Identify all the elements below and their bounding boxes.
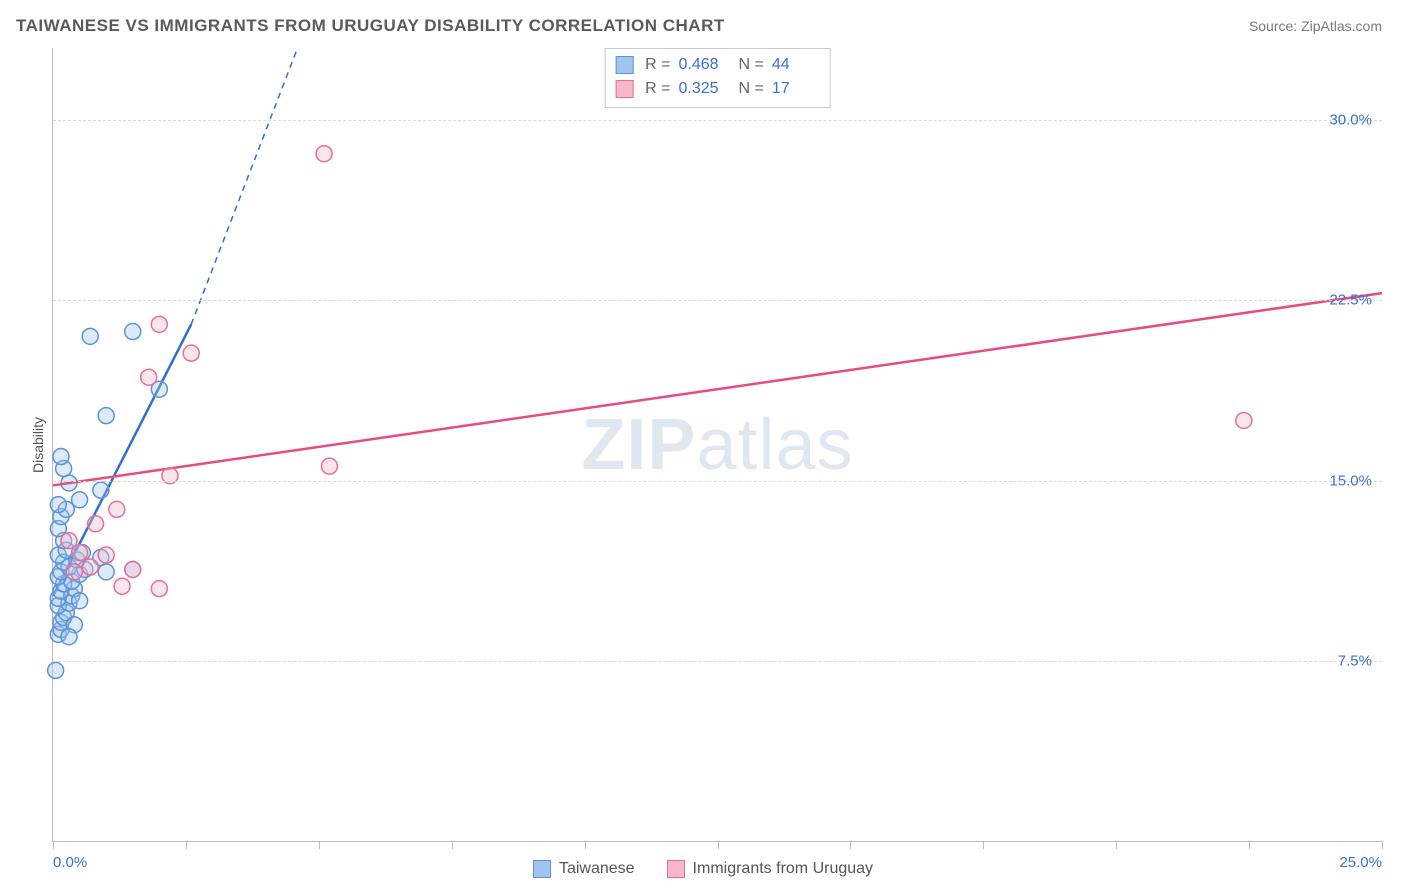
data-point-uruguay (151, 581, 167, 597)
data-point-taiwanese (72, 593, 88, 609)
trend-line-dash-taiwanese (191, 48, 297, 324)
data-point-uruguay (183, 345, 199, 361)
swatch-icon (615, 56, 633, 74)
data-point-uruguay (66, 564, 82, 580)
data-point-taiwanese (48, 662, 64, 678)
x-tick (718, 841, 719, 849)
data-point-uruguay (1236, 412, 1252, 428)
x-tick (53, 841, 54, 849)
data-point-uruguay (125, 561, 141, 577)
source-label: Source: ZipAtlas.com (1249, 18, 1382, 34)
data-point-taiwanese (53, 449, 69, 465)
data-point-uruguay (82, 559, 98, 575)
data-point-taiwanese (82, 328, 98, 344)
x-tick (1249, 841, 1250, 849)
data-point-taiwanese (93, 482, 109, 498)
legend-label: Immigrants from Uruguay (693, 860, 874, 878)
x-tick (850, 841, 851, 849)
stat-n-label: N = (739, 77, 764, 101)
legend-item-taiwanese: Taiwanese (533, 860, 635, 878)
gridline (53, 481, 1382, 482)
data-point-taiwanese (72, 492, 88, 508)
y-axis-label: Disability (30, 417, 46, 473)
stats-legend: R = 0.468 N = 44 R = 0.325 N = 17 (604, 48, 831, 108)
legend-item-uruguay: Immigrants from Uruguay (667, 860, 874, 878)
stats-row-taiwanese: R = 0.468 N = 44 (615, 53, 820, 77)
gridline (53, 120, 1382, 121)
data-point-taiwanese (50, 497, 66, 513)
legend-label: Taiwanese (559, 860, 635, 878)
stat-r-label: R = (645, 77, 670, 101)
data-point-uruguay (88, 516, 104, 532)
data-point-taiwanese (98, 408, 114, 424)
y-tick-label: 15.0% (1329, 472, 1372, 489)
data-point-taiwanese (125, 324, 141, 340)
x-tick (983, 841, 984, 849)
data-point-uruguay (61, 533, 77, 549)
data-point-taiwanese (61, 629, 77, 645)
x-tick (452, 841, 453, 849)
swatch-icon (615, 80, 633, 98)
data-point-uruguay (98, 547, 114, 563)
stat-n-value: 17 (772, 77, 820, 101)
x-tick (319, 841, 320, 849)
y-tick-label: 7.5% (1338, 652, 1372, 669)
x-tick (186, 841, 187, 849)
data-point-uruguay (141, 369, 157, 385)
stat-n-label: N = (739, 53, 764, 77)
chart-title: TAIWANESE VS IMMIGRANTS FROM URUGUAY DIS… (16, 16, 725, 36)
scatter-plot-area: ZIPatlas R =0.468N =44R =0.325N =17 7.5%… (52, 48, 1382, 842)
x-tick (1382, 841, 1383, 849)
stat-r-value: 0.468 (679, 53, 727, 77)
x-tick (585, 841, 586, 849)
stat-n-value: 44 (772, 53, 820, 77)
swatch-icon (533, 860, 551, 878)
data-point-uruguay (151, 316, 167, 332)
data-point-uruguay (109, 501, 125, 517)
gridline (53, 300, 1382, 301)
data-point-taiwanese (98, 564, 114, 580)
trend-line-uruguay (53, 293, 1382, 485)
stat-r-value: 0.325 (679, 77, 727, 101)
data-point-uruguay (321, 458, 337, 474)
swatch-icon (667, 860, 685, 878)
y-tick-label: 22.5% (1329, 292, 1372, 309)
stats-row-uruguay: R = 0.325 N = 17 (615, 77, 820, 101)
x-tick (1116, 841, 1117, 849)
data-point-uruguay (114, 578, 130, 594)
series-legend: Taiwanese Immigrants from Uruguay (0, 860, 1406, 878)
y-tick-label: 30.0% (1329, 112, 1372, 129)
stat-r-label: R = (645, 53, 670, 77)
data-point-uruguay (316, 146, 332, 162)
gridline (53, 661, 1382, 662)
